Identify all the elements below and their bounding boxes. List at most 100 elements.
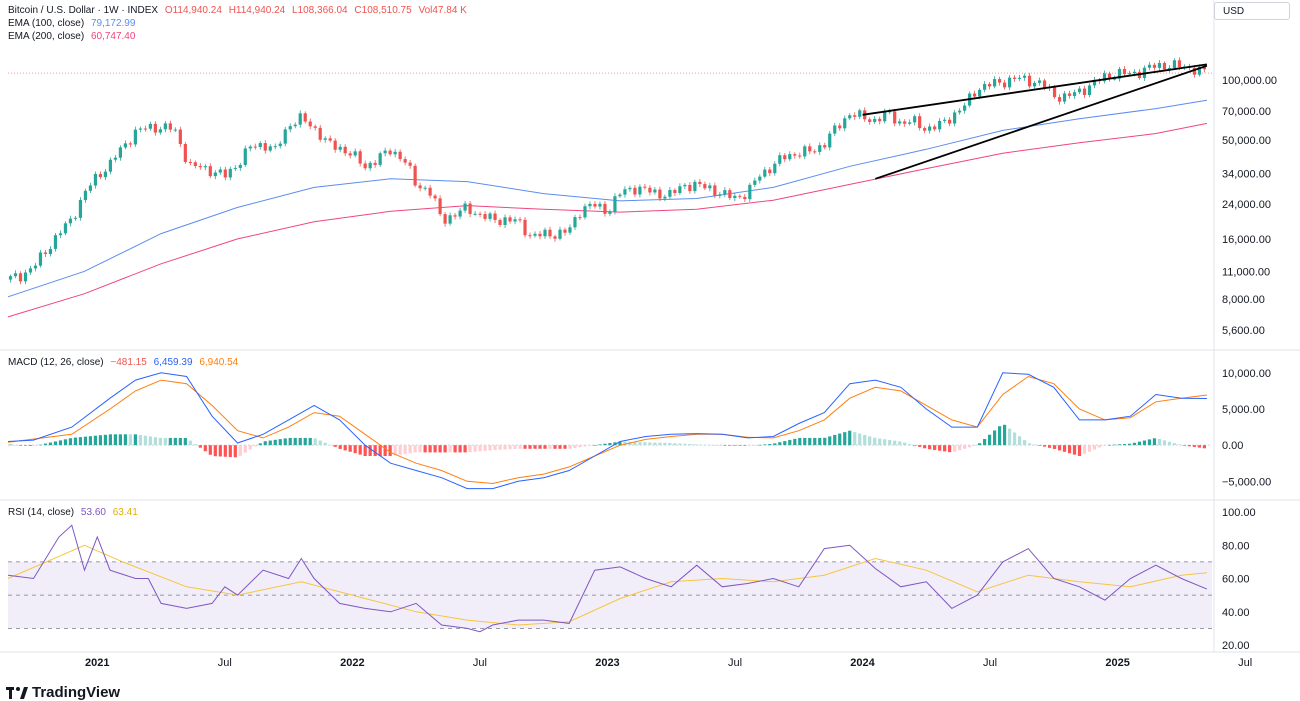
candle-body [383,150,387,154]
candle-body [158,129,162,133]
candle [373,159,377,168]
candle-body [138,128,142,130]
candle-body [498,219,502,225]
macd-histogram-bar [768,444,772,446]
macd-histogram-bar [1122,444,1127,446]
candle [693,179,697,194]
wedge-trendline [874,64,1208,180]
y-tick-label: 70,000.00 [1222,106,1271,118]
candle-body [878,118,882,122]
candle [758,174,762,184]
candle-body [738,195,742,197]
candle [358,149,362,167]
candle [53,232,58,252]
candle-body [68,218,73,224]
macd-histogram-bar [1112,444,1117,446]
candle-body [333,140,337,150]
rsi-value: 53.60 [80,507,106,518]
candle-body [613,196,617,212]
macd-histogram-bar [1142,440,1147,446]
x-tick-label: Jul [218,657,232,669]
candle [1092,76,1097,89]
macd-histogram-bar [393,445,397,456]
macd-histogram-bar [438,445,442,453]
candle [78,197,83,221]
candle [1117,66,1122,82]
candle-body [98,173,103,178]
candle-body [1152,64,1157,68]
candle-body [1202,66,1207,70]
macd-histogram-bar [903,442,907,446]
candle-body [713,185,717,196]
y-tick-label: 20.00 [1222,640,1250,652]
macd-histogram-bar [363,445,367,457]
candle-body [1082,88,1087,96]
macd-histogram-bar [43,443,48,446]
candle-body [443,214,447,224]
macd-histogram-bar [863,434,867,446]
macd-histogram-bar [658,442,662,446]
candle-body [648,187,652,193]
candle-body [1062,93,1067,102]
macd-histogram-bar [518,445,522,449]
y-tick-label: 100,000.00 [1222,75,1277,87]
candle [478,211,482,218]
x-tick-label: 2023 [595,657,619,669]
candle-body [148,123,152,129]
macd-histogram-bar [478,445,482,452]
macd-histogram-bar [833,434,837,446]
macd-histogram-bar [808,437,812,446]
candle-body [468,203,472,214]
macd-signal-line [7,375,1207,485]
candle-body [413,165,417,186]
candle [193,160,197,169]
macd-histogram-bar [663,442,667,446]
candle [1032,80,1037,90]
candle [488,211,492,222]
macd-histogram-bar [573,445,577,448]
candle-body [698,181,702,185]
candle [703,181,707,191]
macd-histogram-bar [723,445,727,446]
currency-button[interactable]: USD [1214,2,1290,20]
macd-histogram-bar [23,445,28,446]
candle [68,215,73,227]
candle [943,117,947,124]
macd-histogram-bar [193,444,197,446]
candle [688,181,692,194]
candle-body [193,162,197,167]
candle [168,120,172,133]
macd-histogram-bar [648,442,652,446]
candle-body [992,79,997,87]
macd-histogram-bar [678,443,682,446]
candle [498,218,502,227]
macd-histogram-bar [148,436,152,446]
candle [283,126,287,147]
candle [868,117,872,125]
high-value: H114,940.24 [228,5,286,16]
candle-body [418,185,422,189]
candle [1107,71,1112,82]
candle [338,144,342,153]
candle [263,140,267,154]
candle-body [253,146,257,148]
candle-body [143,128,147,130]
candle-body [868,119,872,122]
candle [1157,59,1162,71]
macd-histogram-bar [992,430,997,446]
macd-histogram-bar [368,445,372,457]
macd-histogram-bar [943,445,947,452]
macd-histogram-bar [683,443,687,446]
candle-body [663,196,667,199]
candle [613,193,617,215]
candle [593,201,597,209]
candle-body [673,189,677,194]
macd-histogram-bar [853,432,857,446]
candle [683,182,687,190]
candle [933,124,937,132]
macd-histogram-bar [1182,445,1187,446]
macd-histogram-bar [968,445,972,448]
candle-body [838,125,842,129]
candle [63,221,68,236]
candle-body [928,126,932,131]
